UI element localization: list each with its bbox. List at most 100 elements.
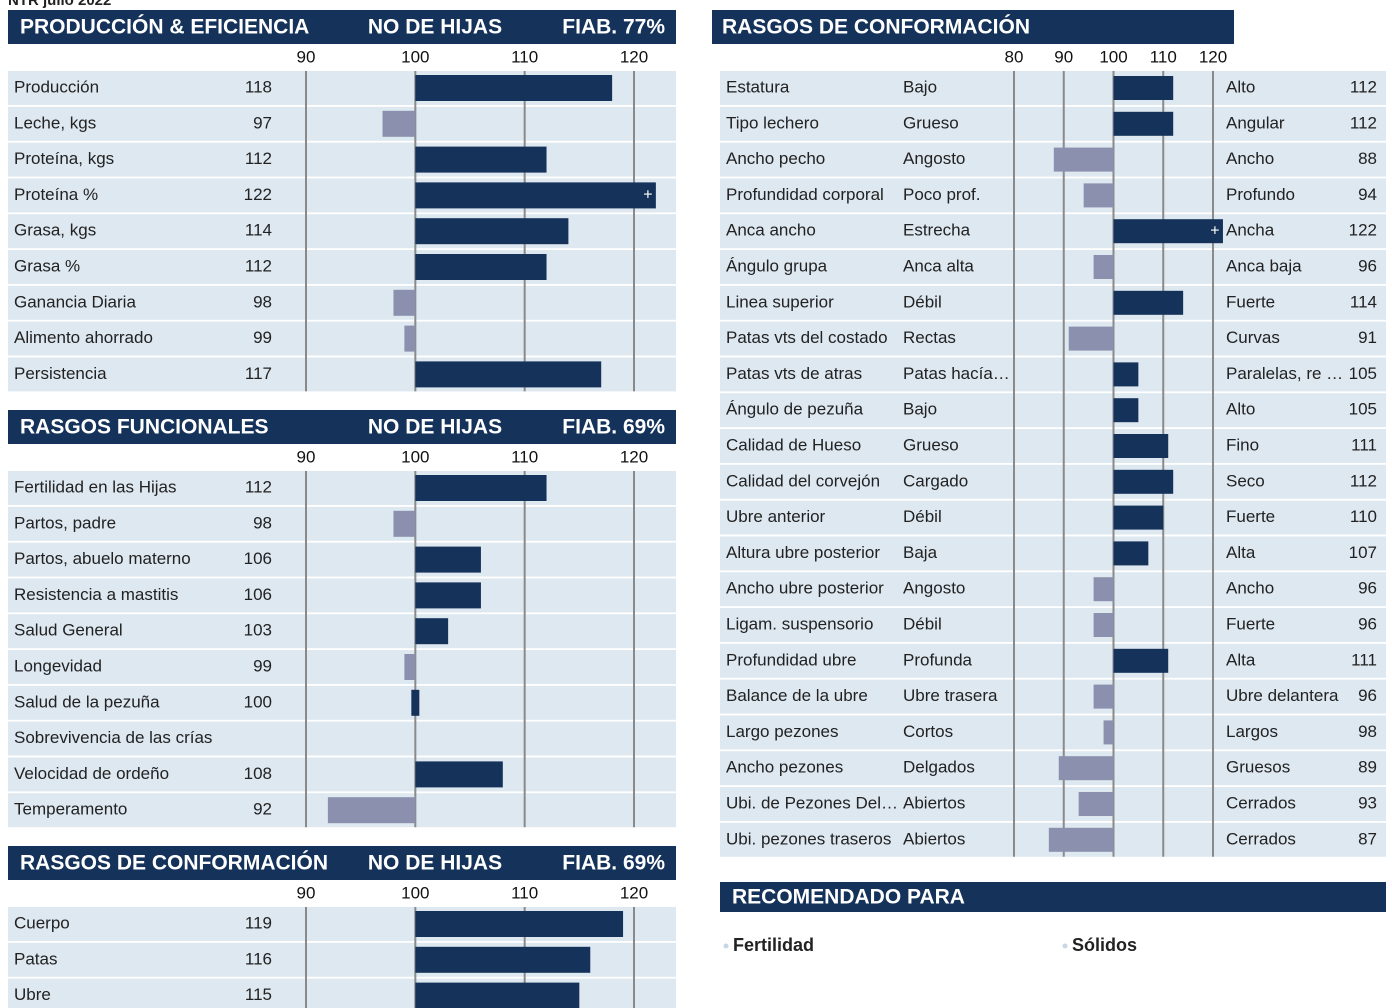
bar [382,110,416,137]
bar [1113,505,1164,530]
bar [393,510,416,537]
bar [327,797,416,824]
row-high: Anca baja [1226,256,1302,275]
bar [415,475,547,501]
row-band [8,285,676,320]
header-daughters: NO DE HIJAS [368,416,502,439]
row-value: 87 [1358,829,1377,848]
row-low: Baja [903,543,938,562]
tick-label: 120 [620,447,648,466]
row-name: Linea superior [726,292,834,311]
row-band [720,500,1386,535]
row-name: Salud General [14,621,123,640]
row-name: Longevidad [14,656,102,675]
row-band [720,178,1386,213]
bar [1113,111,1174,136]
row-band [720,106,1386,141]
bar [1113,362,1139,387]
bullet [1062,943,1068,949]
row-value: 112 [1350,113,1377,132]
tick-label: 90 [297,47,316,66]
bar [1113,76,1174,100]
row-low: Abiertos [903,793,965,812]
row-name: Ancho pezones [726,758,843,777]
tick-label: 110 [511,47,538,66]
bar [1113,541,1149,566]
row-name: Profundidad ubre [726,650,856,669]
row-low: Delgados [903,758,975,777]
row-name: Altura ubre posterior [726,543,880,562]
row-value: 88 [1358,149,1377,168]
row-high: Ancho [1226,149,1274,168]
row-name: Fertilidad en las Hijas [14,477,177,496]
row-name: Ancho ubre posterior [726,579,884,598]
row-low: Bajo [903,400,937,419]
bar [415,911,624,937]
bar [1068,326,1114,351]
row-value: 107 [1349,543,1377,562]
header-title: RECOMENDADO PARA [732,886,965,909]
bar [1113,469,1174,494]
row-band [8,721,676,756]
row-low: Grueso [903,435,959,454]
tick-label: 100 [401,883,429,902]
row-band [720,643,1386,678]
row-value: 106 [244,549,272,568]
recommended-item: Sólidos [1072,935,1137,955]
bar [1093,684,1114,709]
row-name: Ligam. suspensorio [726,614,873,633]
row-value: 91 [1358,328,1377,347]
row-name: Alimento ahorrado [14,328,153,347]
row-value: 117 [245,364,272,383]
row-value: 114 [245,221,272,240]
panel-header [8,846,676,880]
row-low: Patas hacía… [903,364,1010,383]
row-name: Patas [14,949,57,968]
row-name: Persistencia [14,364,107,383]
bar [1053,147,1114,172]
row-band [720,787,1386,821]
row-value: 98 [253,513,272,532]
row-value: 119 [245,913,272,932]
row-high: Seco [1226,471,1265,490]
tick-label: 120 [1199,47,1227,66]
row-band [720,464,1386,499]
row-value: 93 [1358,793,1377,812]
row-low: Grueso [903,113,959,132]
row-high: Fuerte [1226,507,1275,526]
row-value: 114 [1350,292,1377,311]
bar [415,361,602,388]
row-value: 112 [245,477,272,496]
row-value: 99 [253,656,272,675]
row-band [720,393,1386,428]
row-band [720,214,1386,249]
bar [1093,613,1114,637]
tick-label: 120 [620,47,648,66]
bar [1048,827,1114,852]
row-low: Profunda [903,650,973,669]
row-value: 98 [1358,722,1377,741]
row-name: Ubi. de Pezones Del… [726,793,898,812]
row-value: 105 [1349,364,1377,383]
bar [415,618,449,645]
bar [415,146,547,173]
row-value: 108 [244,764,272,783]
bar [415,946,591,973]
row-name: Salud de la pezuña [14,692,160,711]
row-name: Resistencia a mastitis [14,585,178,604]
bar-flag: + [643,187,652,204]
row-band [8,142,676,177]
bar [1103,720,1114,745]
row-band [8,506,676,541]
row-band [720,715,1386,750]
row-value: 118 [245,77,272,96]
row-name: Producción [14,77,99,96]
row-high: Ubre delantera [1226,686,1339,705]
bar [393,289,416,316]
row-value: 96 [1358,579,1377,598]
row-band [720,71,1386,105]
row-value: 94 [1358,185,1377,204]
row-high: Ancho [1226,579,1274,598]
row-low: Ubre trasera [903,686,998,705]
row-value: 100 [244,692,272,711]
